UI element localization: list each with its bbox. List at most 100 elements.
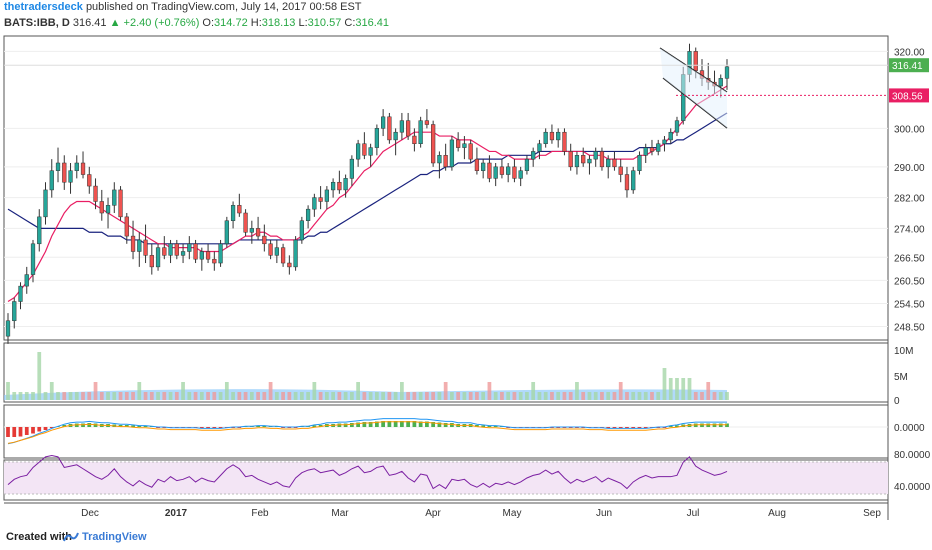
candle bbox=[312, 197, 317, 210]
macd-histogram-bar bbox=[431, 422, 436, 427]
volume-bar bbox=[324, 392, 329, 400]
candle bbox=[493, 166, 498, 179]
candle bbox=[18, 285, 23, 302]
volume-bar bbox=[706, 382, 711, 400]
volume-bar bbox=[37, 352, 42, 400]
rsi-tick-label: 40.0000 bbox=[894, 482, 931, 493]
candle bbox=[12, 301, 17, 322]
candle bbox=[187, 243, 192, 252]
volume-bar bbox=[443, 382, 448, 400]
candle bbox=[49, 170, 54, 191]
high-label: H: bbox=[250, 17, 262, 29]
author-link[interactable]: thetradersdeck bbox=[4, 1, 83, 13]
volume-bar bbox=[387, 392, 392, 400]
candle bbox=[587, 158, 592, 164]
price-tick-label: 248.50 bbox=[894, 323, 925, 334]
candle bbox=[193, 243, 198, 260]
volume-bar bbox=[268, 382, 273, 400]
candle bbox=[518, 170, 523, 179]
volume-bar bbox=[256, 392, 260, 400]
macd-histogram-bar bbox=[437, 422, 442, 427]
macd-histogram-bar bbox=[481, 425, 486, 427]
candle bbox=[318, 197, 323, 202]
volume-bar bbox=[493, 392, 498, 400]
volume-tick-label: 0 bbox=[894, 396, 900, 407]
volume-bar bbox=[437, 392, 442, 400]
volume-bar bbox=[6, 382, 10, 400]
candle bbox=[205, 251, 211, 260]
macd-histogram-bar bbox=[18, 427, 23, 437]
macd-histogram-bar bbox=[199, 427, 204, 428]
volume-bar bbox=[299, 392, 304, 400]
macd-line bbox=[7, 418, 727, 445]
volume-bar bbox=[99, 392, 104, 400]
volume-bar bbox=[274, 392, 279, 400]
tradingview-brand[interactable]: TradingView bbox=[82, 531, 147, 543]
volume-bar bbox=[331, 392, 335, 400]
candle bbox=[80, 162, 86, 175]
candle bbox=[543, 131, 548, 144]
volume-bar bbox=[218, 392, 223, 400]
macd-histogram-bar bbox=[631, 427, 636, 428]
volume-bar bbox=[349, 392, 354, 400]
volume-bar bbox=[512, 392, 517, 400]
macd-histogram-bar bbox=[412, 421, 417, 427]
volume-bar bbox=[156, 392, 160, 400]
candle bbox=[418, 120, 423, 144]
volume-bar bbox=[206, 392, 210, 400]
time-tick-label: 2017 bbox=[165, 508, 188, 519]
macd-histogram-bar bbox=[375, 421, 379, 427]
volume-bar bbox=[456, 392, 461, 400]
close-label: C: bbox=[344, 17, 356, 29]
candle bbox=[255, 228, 261, 237]
level-price-label-bg bbox=[889, 88, 929, 103]
candle bbox=[287, 262, 292, 268]
volume-bar bbox=[337, 392, 342, 400]
volume-bar bbox=[506, 392, 511, 400]
candle bbox=[393, 131, 398, 141]
candle bbox=[362, 143, 367, 156]
volume-bar bbox=[62, 392, 67, 400]
time-tick-label: Feb bbox=[251, 508, 269, 519]
candle bbox=[112, 189, 117, 206]
volume-bar bbox=[393, 392, 398, 400]
candle bbox=[437, 155, 442, 164]
time-tick-label: Apr bbox=[425, 508, 441, 519]
candle bbox=[243, 212, 248, 233]
price-chart[interactable]: 320.00 300.00 290.00 282.00 274.00 266.50 260.… bbox=[0, 0, 932, 522]
volume-bar bbox=[343, 392, 348, 400]
symbol-label[interactable]: BATS:IBB, D bbox=[4, 17, 70, 29]
volume-bar bbox=[356, 382, 360, 400]
volume-bar bbox=[693, 392, 698, 400]
candle bbox=[424, 120, 430, 125]
channel-fill bbox=[660, 48, 727, 128]
candle bbox=[24, 274, 29, 287]
macd-histogram-bar bbox=[368, 422, 373, 427]
candle bbox=[43, 189, 48, 218]
volume-bar bbox=[481, 392, 486, 400]
created-with-label: Created with bbox=[6, 531, 73, 543]
volume-bar bbox=[162, 392, 167, 400]
volume-bar bbox=[631, 392, 636, 400]
tradingview-logo-icon bbox=[62, 530, 80, 548]
time-tick-label: May bbox=[503, 508, 522, 519]
candle bbox=[468, 143, 473, 160]
low-value: 310.57 bbox=[307, 17, 342, 29]
volume-bar bbox=[149, 392, 154, 400]
macd-histogram-bar bbox=[262, 426, 267, 427]
time-tick-label: Sep bbox=[863, 508, 881, 519]
price-tick-label: 320.00 bbox=[894, 47, 925, 58]
volume-tick-label: 5M bbox=[894, 372, 908, 383]
candle bbox=[668, 131, 673, 141]
volume-bar bbox=[518, 392, 523, 400]
rsi-band bbox=[4, 462, 888, 494]
macd-histogram-bar bbox=[618, 427, 623, 428]
macd-histogram-bar bbox=[362, 422, 367, 427]
candle bbox=[305, 208, 311, 221]
macd-histogram-bar bbox=[31, 427, 35, 434]
volume-bar bbox=[668, 378, 673, 400]
candle bbox=[624, 174, 630, 191]
time-tick-label: Jun bbox=[596, 508, 612, 519]
volume-bar bbox=[293, 392, 298, 400]
volume-bar bbox=[118, 392, 123, 400]
